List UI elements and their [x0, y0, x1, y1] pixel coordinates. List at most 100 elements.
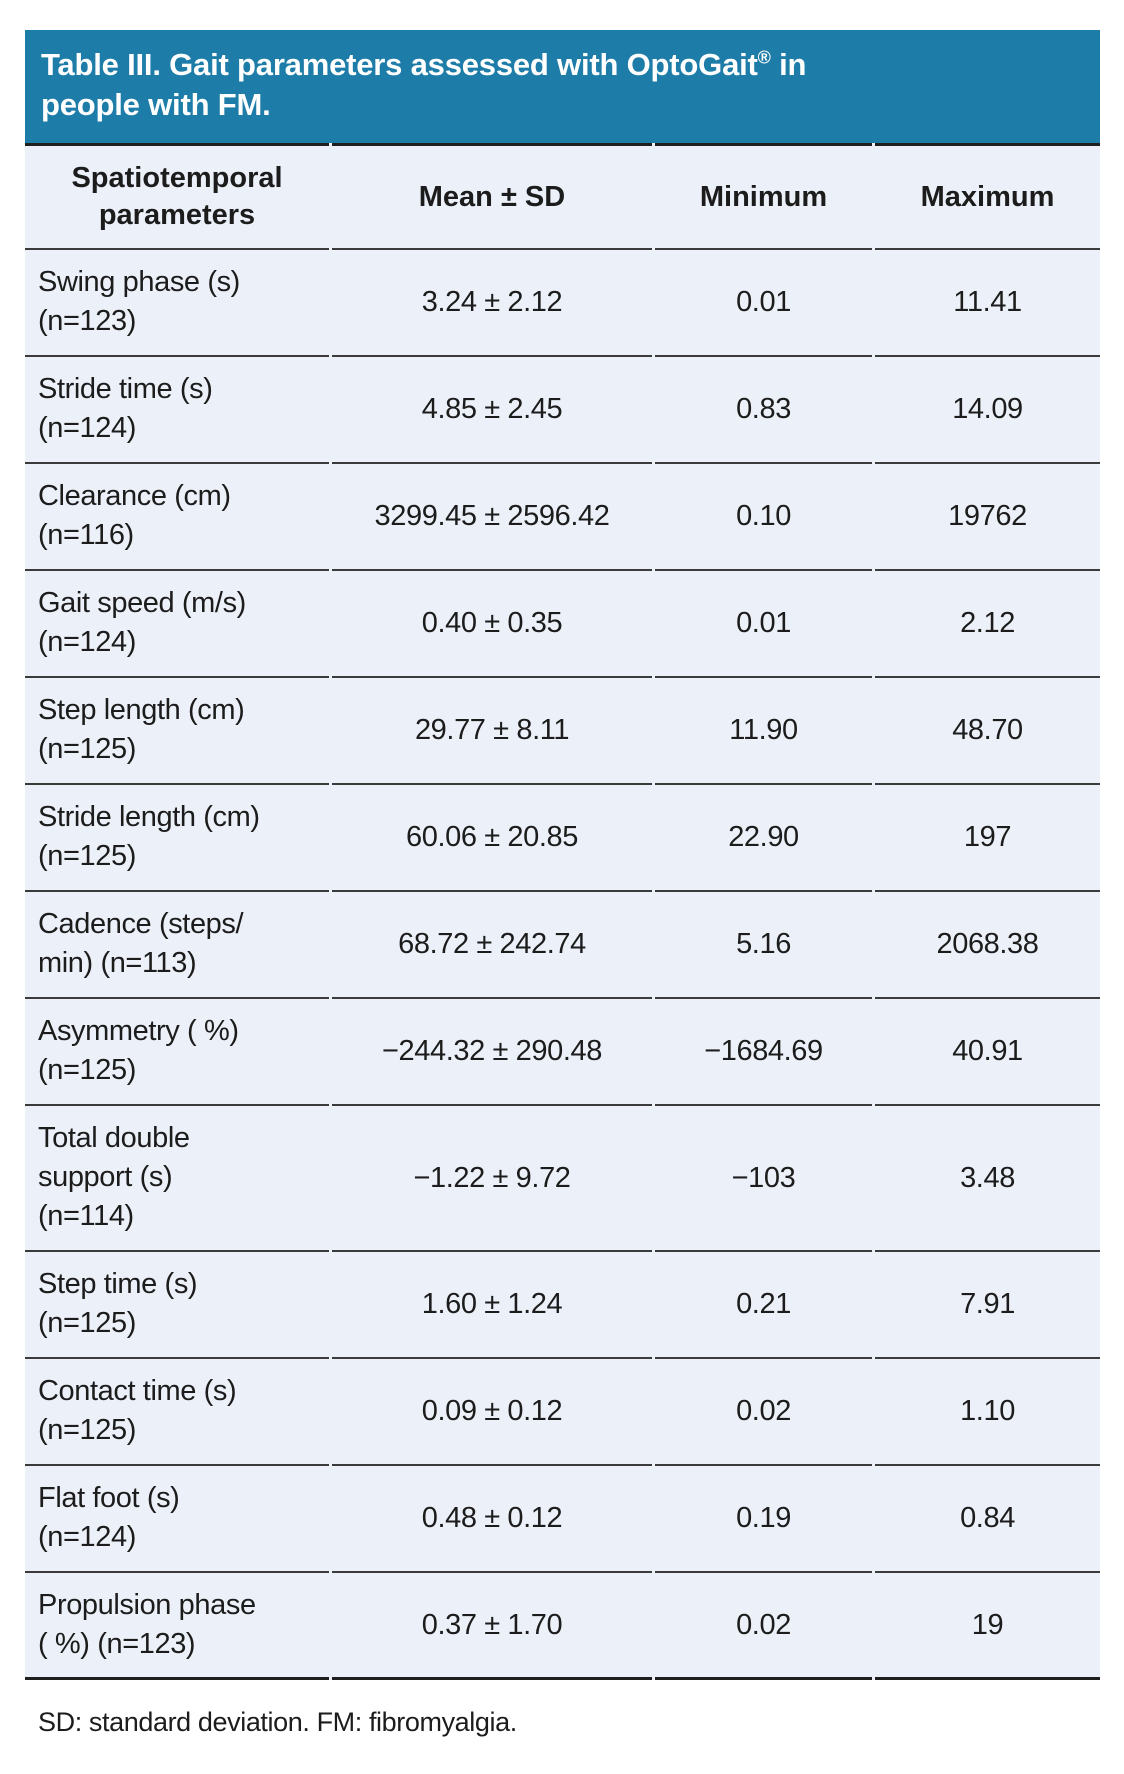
mean-sd-value: −244.32 ± 290.48 [332, 999, 652, 1106]
parameter-line: Flat foot (s) [38, 1482, 180, 1514]
max-value: 19762 [875, 464, 1100, 571]
table-row: Gait speed (m/s) (n=124) 0.40 ± 0.35 0.0… [25, 571, 1100, 678]
parameter-n: min) (n=113) [38, 947, 197, 979]
mean-sd-value: 3299.45 ± 2596.42 [332, 464, 652, 571]
max-value: 3.48 [875, 1106, 1100, 1252]
parameter-line: Total double [38, 1122, 190, 1154]
mean-sd-value: 68.72 ± 242.74 [332, 892, 652, 999]
parameter-line: Step time (s) [38, 1268, 198, 1300]
parameter-name: Asymmetry ( %) (n=125) [25, 999, 329, 1106]
min-value: 0.83 [655, 357, 872, 464]
parameter-line: support (s) [38, 1161, 173, 1193]
parameter-n: (n=125) [38, 733, 136, 765]
mean-sd-value: 0.09 ± 0.12 [332, 1359, 652, 1466]
max-value: 2068.38 [875, 892, 1100, 999]
table-row: Asymmetry ( %) (n=125) −244.32 ± 290.48 … [25, 999, 1100, 1106]
parameter-n: (n=123) [38, 305, 136, 337]
table-title-text-cont: in [770, 47, 807, 82]
max-value: 0.84 [875, 1466, 1100, 1573]
table-row: Stride time (s) (n=124) 4.85 ± 2.45 0.83… [25, 357, 1100, 464]
mean-sd-value: 0.40 ± 0.35 [332, 571, 652, 678]
min-value: 0.02 [655, 1359, 872, 1466]
parameter-n: ( %) (n=123) [38, 1628, 196, 1660]
parameter-n: (n=124) [38, 626, 136, 658]
parameter-name: Stride length (cm) (n=125) [25, 785, 329, 892]
table-row: Flat foot (s) (n=124) 0.48 ± 0.12 0.19 0… [25, 1466, 1100, 1573]
min-value: 0.01 [655, 571, 872, 678]
table-footnote: SD: standard deviation. FM: fibromyalgia… [38, 1707, 517, 1737]
min-value: −103 [655, 1106, 872, 1252]
max-value: 48.70 [875, 678, 1100, 785]
mean-sd-value: 0.48 ± 0.12 [332, 1466, 652, 1573]
table-title-line2: people with FM. [41, 87, 271, 122]
max-value: 7.91 [875, 1252, 1100, 1359]
parameter-line: Contact time (s) [38, 1375, 237, 1407]
table-row: Clearance (cm) (n=116) 3299.45 ± 2596.42… [25, 464, 1100, 571]
parameter-name: Total double support (s) (n=114) [25, 1106, 329, 1252]
parameter-name: Stride time (s) (n=124) [25, 357, 329, 464]
column-header-row: Spatiotemporal parameters Mean ± SD Mini… [25, 143, 1100, 250]
parameter-name: Cadence (steps/ min) (n=113) [25, 892, 329, 999]
min-value: −1684.69 [655, 999, 872, 1106]
table-figure: Table III. Gait parameters assessed with… [25, 30, 1100, 1738]
registered-trademark-symbol: ® [757, 47, 771, 68]
parameter-line: Swing phase (s) [38, 266, 240, 298]
max-value: 11.41 [875, 250, 1100, 357]
min-value: 0.01 [655, 250, 872, 357]
parameter-line: Propulsion phase [38, 1589, 256, 1621]
min-value: 5.16 [655, 892, 872, 999]
max-value: 40.91 [875, 999, 1100, 1106]
parameter-name: Step length (cm) (n=125) [25, 678, 329, 785]
column-header-parameters: Spatiotemporal parameters [25, 143, 329, 250]
mean-sd-value: 29.77 ± 8.11 [332, 678, 652, 785]
table-title-line1: Table III. Gait parameters assessed with… [41, 45, 1082, 85]
mean-sd-value: −1.22 ± 9.72 [332, 1106, 652, 1252]
parameter-line: Clearance (cm) [38, 480, 231, 512]
parameter-n: (n=124) [38, 412, 136, 444]
min-value: 0.02 [655, 1573, 872, 1680]
min-value: 0.19 [655, 1466, 872, 1573]
min-value: 0.10 [655, 464, 872, 571]
column-header-maximum: Maximum [875, 143, 1100, 250]
parameter-name: Gait speed (m/s) (n=124) [25, 571, 329, 678]
mean-sd-value: 0.37 ± 1.70 [332, 1573, 652, 1680]
table-row: Contact time (s) (n=125) 0.09 ± 0.12 0.0… [25, 1359, 1100, 1466]
parameter-n: (n=124) [38, 1521, 136, 1553]
parameter-n: (n=125) [38, 1054, 136, 1086]
mean-sd-value: 1.60 ± 1.24 [332, 1252, 652, 1359]
parameter-n: (n=125) [38, 1414, 136, 1446]
parameter-line: Stride length (cm) [38, 801, 260, 833]
table-row: Swing phase (s) (n=123) 3.24 ± 2.12 0.01… [25, 250, 1100, 357]
parameter-line: Cadence (steps/ [38, 908, 244, 940]
max-value: 1.10 [875, 1359, 1100, 1466]
min-value: 22.90 [655, 785, 872, 892]
parameter-name: Contact time (s) (n=125) [25, 1359, 329, 1466]
table-title-band: Table III. Gait parameters assessed with… [25, 30, 1100, 143]
min-value: 0.21 [655, 1252, 872, 1359]
parameter-line: Asymmetry ( %) [38, 1015, 239, 1047]
parameter-name: Propulsion phase ( %) (n=123) [25, 1573, 329, 1680]
mean-sd-value: 60.06 ± 20.85 [332, 785, 652, 892]
parameter-n: (n=125) [38, 1307, 136, 1339]
parameter-line: Gait speed (m/s) [38, 587, 246, 619]
parameter-n: (n=125) [38, 840, 136, 872]
min-value: 11.90 [655, 678, 872, 785]
table-title-text: Table III. Gait parameters assessed with… [41, 47, 758, 82]
parameter-line: Step length (cm) [38, 694, 245, 726]
parameter-name: Clearance (cm) (n=116) [25, 464, 329, 571]
mean-sd-value: 3.24 ± 2.12 [332, 250, 652, 357]
parameter-n: (n=116) [38, 519, 134, 551]
max-value: 197 [875, 785, 1100, 892]
parameter-line: Stride time (s) [38, 373, 213, 405]
table-row: Stride length (cm) (n=125) 60.06 ± 20.85… [25, 785, 1100, 892]
table-row: Step time (s) (n=125) 1.60 ± 1.24 0.21 7… [25, 1252, 1100, 1359]
parameter-name: Step time (s) (n=125) [25, 1252, 329, 1359]
table-row: Total double support (s) (n=114) −1.22 ±… [25, 1106, 1100, 1252]
mean-sd-value: 4.85 ± 2.45 [332, 357, 652, 464]
parameter-n: (n=114) [38, 1200, 134, 1232]
table-row: Step length (cm) (n=125) 29.77 ± 8.11 11… [25, 678, 1100, 785]
parameter-name: Flat foot (s) (n=124) [25, 1466, 329, 1573]
max-value: 2.12 [875, 571, 1100, 678]
column-header-mean-sd: Mean ± SD [332, 143, 652, 250]
column-header-minimum: Minimum [655, 143, 872, 250]
